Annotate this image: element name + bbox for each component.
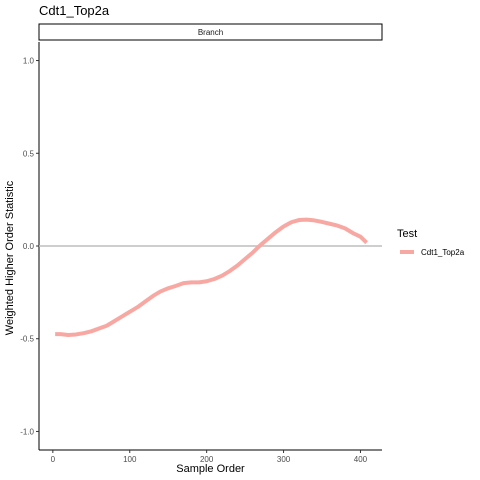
- facet-strip: [38, 23, 383, 41]
- x-ticks: 0 100 200 300 400: [51, 450, 368, 464]
- chart-title: Cdt1_Top2a: [39, 3, 110, 18]
- y-tick-label: -1.0: [20, 427, 34, 436]
- x-tick-label: 300: [277, 455, 291, 464]
- y-tick-label: 1.0: [23, 57, 35, 66]
- x-tick-label: 0: [51, 455, 56, 464]
- legend-title: Test: [397, 228, 417, 240]
- series-line-cdt1-top2a: [55, 217, 369, 338]
- y-ticks: -1.0 -0.5 0.0 0.5 1.0: [20, 57, 39, 436]
- x-tick-label: 400: [354, 455, 368, 464]
- y-tick-label: -0.5: [20, 335, 34, 344]
- x-tick-label: 200: [200, 455, 214, 464]
- plot-panel: -1.0 -0.5 0.0 0.5 1.0 0 100 200 300 400: [20, 42, 382, 464]
- facet-strip-label: Branch: [198, 28, 223, 37]
- x-axis-title: Sample Order: [176, 463, 245, 475]
- y-tick-label: 0.5: [23, 149, 35, 158]
- x-tick-label: 100: [123, 455, 137, 464]
- legend: Test Cdt1_Top2a: [397, 228, 465, 257]
- y-tick-label: 0.0: [23, 242, 35, 251]
- legend-label-cdt1-top2a: Cdt1_Top2a: [421, 248, 465, 257]
- y-axis-title: Weighted Higher Order Statistic: [4, 180, 16, 335]
